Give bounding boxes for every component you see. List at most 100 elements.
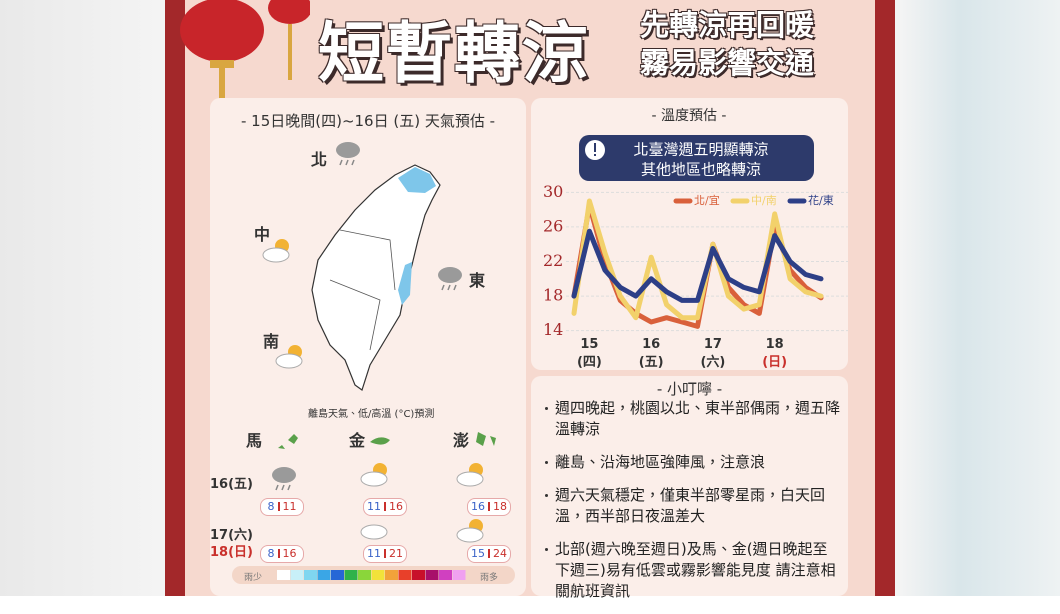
map-title: - 15日晚間(四)~16日 (五) 天氣預估 -: [240, 112, 496, 130]
lantern-cap: [210, 60, 234, 68]
x-tick-label: 17: [704, 337, 722, 352]
temp-high: 16: [389, 500, 403, 513]
bullet: [545, 494, 548, 497]
alert-icon: [594, 154, 596, 156]
county-lines: [329, 229, 396, 351]
date-label: 17(六): [210, 528, 253, 543]
series-line: [571, 228, 824, 303]
temp-separator: [384, 549, 386, 558]
temp-high: 11: [282, 500, 297, 513]
temp-high: 18: [493, 500, 507, 513]
legend-label: 北/宜: [694, 193, 720, 207]
island-shape: [278, 434, 298, 449]
y-tick-label: 22: [543, 251, 563, 270]
island-shape: [476, 432, 496, 446]
rain-legend-label: 雨多: [480, 573, 499, 583]
alert-icon: [594, 143, 596, 152]
weather-icon: [456, 518, 484, 543]
weather-icon: [335, 141, 361, 166]
temp-low: 16: [471, 500, 485, 513]
subtitle: 霧易影響交通: [640, 46, 815, 80]
rain-swatch: [317, 570, 331, 580]
rain-legend-label: 雨少: [244, 573, 263, 583]
temp-high: 21: [389, 547, 403, 560]
x-tick-label: 18: [766, 337, 784, 352]
temp-box: 8 16: [260, 545, 304, 563]
legend-label: 花/東: [808, 194, 834, 207]
island-name: 馬: [246, 431, 263, 450]
annotation-box: [579, 135, 814, 181]
region-label: 南: [263, 332, 280, 351]
weather-icon: [456, 462, 484, 487]
weather-icon: [271, 466, 297, 491]
region-label: 北: [311, 150, 328, 169]
rain-swatch: [412, 570, 425, 580]
rain-swatch: [344, 570, 358, 580]
taiwan-map: [311, 164, 441, 391]
rain-swatch: [398, 570, 412, 580]
x-tick-label: 15: [580, 337, 598, 352]
temp-low: 11: [367, 547, 381, 560]
x-tick-sublabel: (五): [639, 355, 664, 370]
page: {"header":{"title":"短暫轉涼","subtitle":["先…: [0, 0, 1060, 600]
tip-text: 北部(週六晚至週日)及馬、金(週日晚起至下週三)易有低雲或霧影響能見度 請注意相…: [555, 540, 836, 600]
y-tick-label: 30: [543, 182, 563, 201]
region-label: 東: [469, 271, 486, 290]
x-tick-sublabel: (六): [700, 354, 725, 370]
temp-low: 8: [267, 547, 275, 560]
rain-swatch: [290, 570, 304, 580]
temp-separator: [277, 549, 280, 558]
temp-box: 11 21: [363, 545, 407, 563]
island-shape: [370, 437, 390, 445]
map-layer: [232, 141, 515, 584]
y-tick-label: 14: [543, 320, 563, 339]
x-tick-label: 16: [642, 337, 660, 352]
x-tick-sublabel: (日): [762, 355, 787, 370]
temp-box: 16 18: [467, 498, 511, 516]
title: 短暫轉涼: [318, 15, 590, 92]
rain-swatch: [385, 570, 398, 580]
temp-high: 24: [493, 547, 507, 560]
tip-item: 離島、沿海地區強陣風，注意浪: [545, 452, 840, 473]
temp-separator: [277, 502, 280, 511]
region-label: 中: [254, 225, 271, 244]
temp-high: 16: [282, 547, 297, 560]
temp-separator: [488, 502, 490, 511]
temp-separator: [384, 502, 386, 511]
tip-item: 北部(週六晚至週日)及馬、金(週日晚起至下週三)易有低雲或霧影響能見度 請注意相…: [545, 539, 840, 602]
rain-area: [398, 262, 412, 305]
annotation: 北臺灣週五明顯轉涼: [633, 141, 768, 159]
date-label: 16(五): [210, 477, 253, 492]
subtitle: 先轉涼再回暖: [640, 8, 815, 42]
tips-panel: [531, 376, 848, 596]
y-tick-label: 26: [543, 216, 563, 235]
weather-icon: [360, 462, 388, 487]
rain-swatch: [331, 570, 344, 580]
tip-item: 週四晚起，桃園以北、東半部偶雨，週五降溫轉涼: [545, 398, 840, 440]
island-name: 金: [349, 431, 366, 450]
rain-swatch: [371, 570, 385, 580]
rain-swatch: [452, 570, 466, 580]
lantern: [268, 0, 310, 24]
rain-swatch: [439, 570, 452, 580]
weather-icon: [437, 266, 463, 291]
date-label: 18(日): [210, 545, 253, 560]
tip-text: 週四晚起，桃園以北、東半部偶雨，週五降溫轉涼: [555, 399, 841, 438]
annotation: 其他地區也略轉涼: [641, 161, 761, 179]
temp-low: 15: [471, 547, 485, 560]
bullet: [545, 461, 548, 464]
weather-icon: [275, 344, 303, 369]
tips-list: 週四晚起，桃園以北、東半部偶雨，週五降溫轉涼離島、沿海地區強陣風，注意浪週六天氣…: [545, 398, 840, 614]
weather-icon: [360, 524, 388, 540]
bullet: [545, 548, 548, 551]
bullet: [545, 407, 548, 410]
tip-item: 週六天氣穩定，僅東半部零星雨，白天回溫，西半部日夜溫差大: [545, 485, 840, 527]
body: 短暫轉涼 先轉涼再回暖 霧易影響交通 - 15日晚間(四)~16日 (五) 天氣…: [0, 0, 1060, 600]
temp-box: 8 11: [260, 498, 304, 516]
map-note: 離島天氣、低/高溫 (°C)預測: [308, 409, 435, 420]
y-tick-label: 18: [543, 286, 563, 305]
chart-title: - 溫度預估 -: [651, 108, 726, 124]
tip-text: 離島、沿海地區強陣風，注意浪: [555, 453, 766, 471]
temp-low: 11: [367, 500, 381, 513]
rain-swatch: [304, 570, 317, 580]
